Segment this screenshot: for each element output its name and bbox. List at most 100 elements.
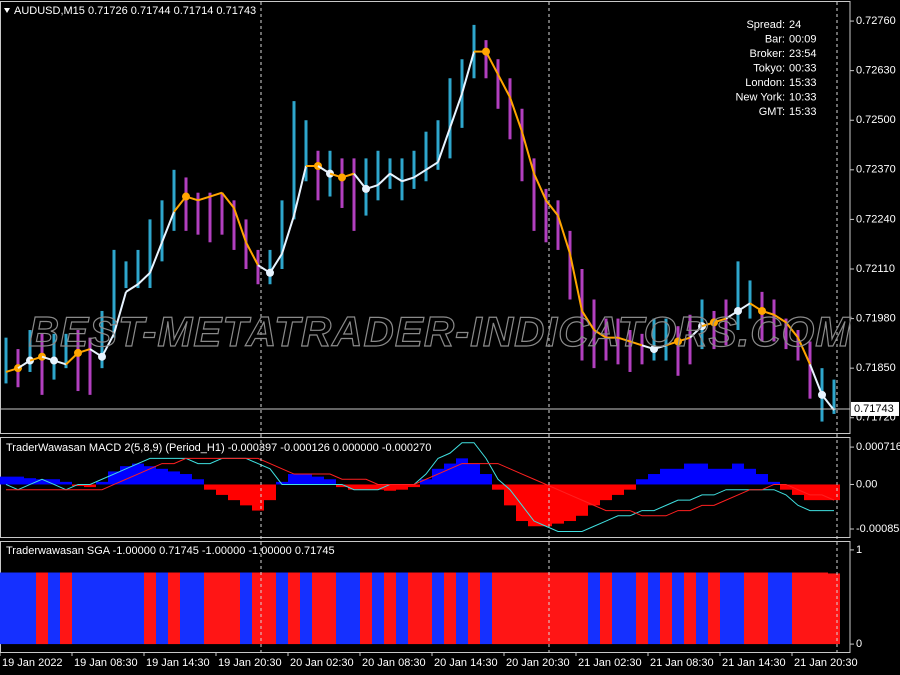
state-bar	[12, 572, 24, 645]
state-bar	[648, 572, 660, 645]
histogram-bar	[324, 479, 336, 485]
histogram-bar	[684, 463, 696, 485]
x-tick-label: 20 Jan 20:30	[506, 657, 570, 669]
state-bar	[36, 572, 48, 645]
state-bar	[564, 572, 576, 645]
y-tick-label: 0.72240	[856, 213, 896, 225]
state-bar	[624, 572, 636, 645]
histogram-bar	[768, 481, 780, 485]
histogram-bar	[612, 484, 624, 495]
histogram-bar	[84, 484, 96, 488]
histogram-bar	[0, 476, 12, 485]
y-tick-label: 0.72630	[856, 65, 896, 77]
histogram-bar	[444, 463, 456, 485]
signal-segment	[377, 172, 391, 186]
state-bar	[120, 572, 132, 645]
state-bar	[96, 572, 108, 645]
price-panel-frame	[0, 1, 851, 434]
day-separators	[260, 2, 838, 652]
histogram-bar	[420, 479, 432, 485]
state-bar	[324, 572, 336, 645]
watermark: BEST-METATRADER-INDICATORS.COM	[29, 308, 852, 355]
histogram-bar	[744, 468, 756, 485]
state-bar	[540, 572, 552, 645]
histogram-bar	[648, 474, 660, 485]
state-bar	[516, 572, 528, 645]
state-bar	[636, 572, 648, 645]
histogram-bar	[36, 479, 48, 485]
signal-segment	[125, 283, 139, 293]
histogram-bar	[516, 484, 528, 522]
state-bar	[468, 572, 480, 645]
signal-segment	[137, 272, 151, 285]
signal-segment	[821, 394, 835, 411]
histogram-bar	[120, 466, 132, 485]
histogram-bar	[72, 484, 84, 487]
histogram-bar	[588, 484, 600, 506]
state-bar	[756, 572, 768, 645]
signal-segment	[101, 333, 115, 358]
macd-line	[5, 442, 834, 532]
y-tick-label: 0.72500	[856, 114, 896, 126]
histogram-bar	[432, 468, 444, 485]
state-bar	[240, 572, 252, 645]
histogram-bar	[564, 484, 576, 522]
y-tick-label: 0.72110	[856, 263, 895, 275]
last-price-box	[851, 401, 899, 416]
signal-segment	[761, 309, 775, 316]
state-bar	[444, 572, 456, 645]
state-bar	[672, 572, 684, 645]
histogram-bar	[300, 474, 312, 485]
histogram-bar	[168, 471, 180, 485]
signal-segment	[797, 337, 811, 365]
state-bar	[528, 572, 540, 645]
signal-segment	[437, 127, 451, 163]
signal-segment	[269, 253, 283, 274]
state-bar	[156, 572, 168, 645]
state-bar	[432, 572, 444, 645]
histogram-bar	[276, 481, 288, 485]
state-bar	[456, 572, 468, 645]
histogram-bar	[756, 474, 768, 485]
signal-segment	[233, 207, 247, 243]
info-value: 23:54	[789, 48, 817, 60]
signal-segment	[293, 165, 307, 216]
histogram-bar	[288, 474, 300, 485]
signal-segment	[809, 363, 823, 396]
signal-segment	[509, 97, 523, 133]
state-bar	[0, 572, 12, 645]
x-tick-label: 19 Jan 14:30	[146, 657, 210, 669]
signal-segment	[737, 302, 751, 312]
signal-segment	[185, 195, 199, 202]
histogram-bar	[696, 463, 708, 485]
state-bar	[612, 572, 624, 645]
signal-segment	[221, 192, 235, 209]
histogram-bar	[96, 481, 108, 485]
info-label: Spread:	[746, 19, 785, 31]
y-tick-label: 0.72370	[856, 164, 896, 176]
state-bar	[348, 572, 360, 645]
state-bar	[300, 572, 312, 645]
signal-segment	[557, 215, 571, 255]
histogram-bar	[624, 484, 636, 490]
state-bar	[252, 572, 264, 645]
state-bar	[600, 572, 612, 645]
macd-title: TraderWawasan MACD 2(5,8,9) (Period_H1) …	[6, 442, 431, 454]
signal-segment	[593, 329, 607, 339]
state-bar	[48, 572, 60, 645]
histogram-bar	[60, 481, 72, 485]
x-tick-label: 21 Jan 14:30	[722, 657, 786, 669]
state-bar	[24, 572, 36, 645]
state-bar	[720, 572, 732, 645]
histogram-bar	[492, 484, 504, 490]
state-bar	[372, 572, 384, 645]
state-bar	[84, 572, 96, 645]
signal-segment	[341, 172, 355, 179]
state-bar	[192, 572, 204, 645]
histogram-bar	[240, 484, 252, 506]
signal-segment	[461, 51, 475, 94]
x-tick-label: 19 Jan 2022	[2, 657, 63, 669]
signal-segment	[53, 359, 67, 366]
macd-line	[6, 457, 835, 517]
